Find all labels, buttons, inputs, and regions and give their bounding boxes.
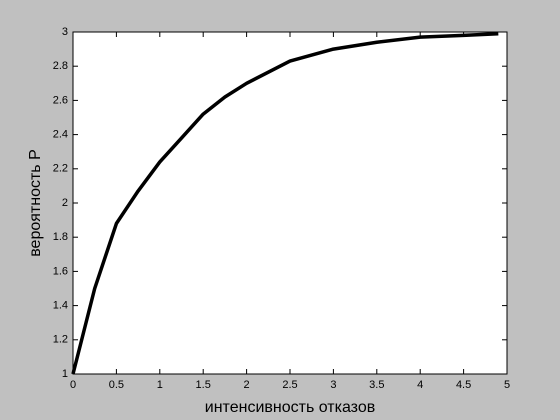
x-tick-label: 0 <box>70 379 76 391</box>
x-tick-label: 1.5 <box>196 379 211 391</box>
x-tick-label: 3.5 <box>369 379 384 391</box>
x-tick-label: 1 <box>157 379 163 391</box>
y-tick-label: 1.6 <box>53 265 68 277</box>
x-tick-label: 2 <box>244 379 250 391</box>
y-tick-label: 2 <box>62 197 68 209</box>
y-tick-label: 1.4 <box>53 300 68 312</box>
y-tick-label: 2.2 <box>53 163 68 175</box>
y-tick-label: 2.4 <box>53 129 68 141</box>
y-tick-label: 2.8 <box>53 60 68 72</box>
y-tick-label: 2.6 <box>53 94 68 106</box>
x-tick-label: 3 <box>330 379 336 391</box>
plot-area <box>72 31 508 375</box>
y-tick-label: 1 <box>62 368 68 380</box>
y-tick-label: 1.2 <box>53 334 68 346</box>
x-tick-label: 0.5 <box>109 379 124 391</box>
x-axis-label: интенсивность отказов <box>205 399 375 416</box>
x-tick-label: 4 <box>417 379 423 391</box>
line-series <box>71 31 499 375</box>
x-tick-label: 4.5 <box>456 379 471 391</box>
y-tick-label: 3 <box>62 26 68 38</box>
y-axis-label: вероятность P <box>27 149 44 257</box>
x-tick-label: 5 <box>504 379 510 391</box>
x-tick-label: 2.5 <box>282 379 297 391</box>
y-tick-label: 1.8 <box>53 231 68 243</box>
